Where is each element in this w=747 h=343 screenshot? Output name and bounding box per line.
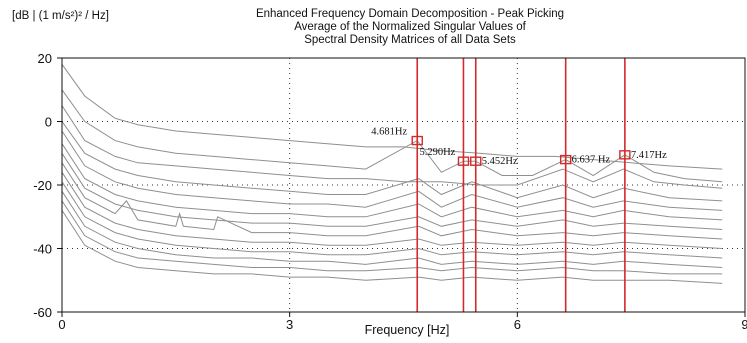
curve-4 (61, 121, 723, 202)
x-tick-label: 9 (741, 317, 747, 332)
y-axis-unit-label: [dB | (1 m/s²)² / Hz] (12, 10, 109, 22)
chart-title-line-1: Enhanced Frequency Domain Decomposition … (256, 8, 564, 20)
x-tick-label: 0 (58, 317, 65, 332)
singular-value-curves (61, 64, 723, 284)
y-tick-label: -40 (33, 242, 52, 257)
x-axis-ticks: 0 3 6 9 (58, 312, 747, 332)
curve-7 (61, 153, 723, 230)
curve-11 (61, 191, 723, 268)
curve-12 (61, 200, 723, 275)
peak-markers (411, 135, 631, 166)
peak-label-4: 6.637 Hz (572, 155, 611, 166)
peak-label-1: 4.681Hz (371, 127, 407, 138)
chart-title-line-3: Spectral Density Matrices of all Data Se… (304, 34, 516, 46)
peak-label-5: 7.417Hz (631, 150, 667, 161)
peak-lines (416, 58, 626, 312)
x-tick-label: 6 (514, 317, 521, 332)
peak-marker-2[interactable] (457, 156, 470, 166)
curve-6 (61, 143, 723, 221)
y-tick-label: 20 (38, 51, 52, 66)
curve-3 (61, 105, 723, 189)
peak-marker-4[interactable] (559, 154, 572, 165)
grid-lines (62, 58, 745, 312)
y-tick-label: -20 (33, 178, 52, 193)
curve-9 (61, 172, 723, 249)
curve-8 (61, 162, 723, 240)
curve-5 (61, 130, 723, 211)
curve-1 (61, 64, 723, 170)
x-tick-label: 3 (286, 317, 293, 332)
peak-labels: 4.681Hz 5.290Hz 5.452Hz 6.637 Hz 7.417Hz (371, 127, 667, 168)
y-axis-ticks: 20 0 -20 -40 -60 (33, 51, 62, 320)
curve-13 (61, 210, 723, 284)
peak-label-2: 5.290Hz (419, 147, 455, 158)
curve-2 (61, 89, 723, 183)
peak-marker-3[interactable] (470, 156, 482, 166)
chart-title-line-2: Average of the Normalized Singular Value… (294, 21, 526, 33)
x-axis-label: Frequency [Hz] (365, 323, 450, 337)
peak-marker-1[interactable] (411, 135, 423, 146)
peak-marker-5[interactable] (619, 150, 631, 160)
y-tick-label: 0 (45, 115, 52, 130)
curve-10 (61, 181, 723, 259)
y-tick-label: -60 (33, 305, 52, 320)
peak-label-3: 5.452Hz (482, 156, 518, 167)
